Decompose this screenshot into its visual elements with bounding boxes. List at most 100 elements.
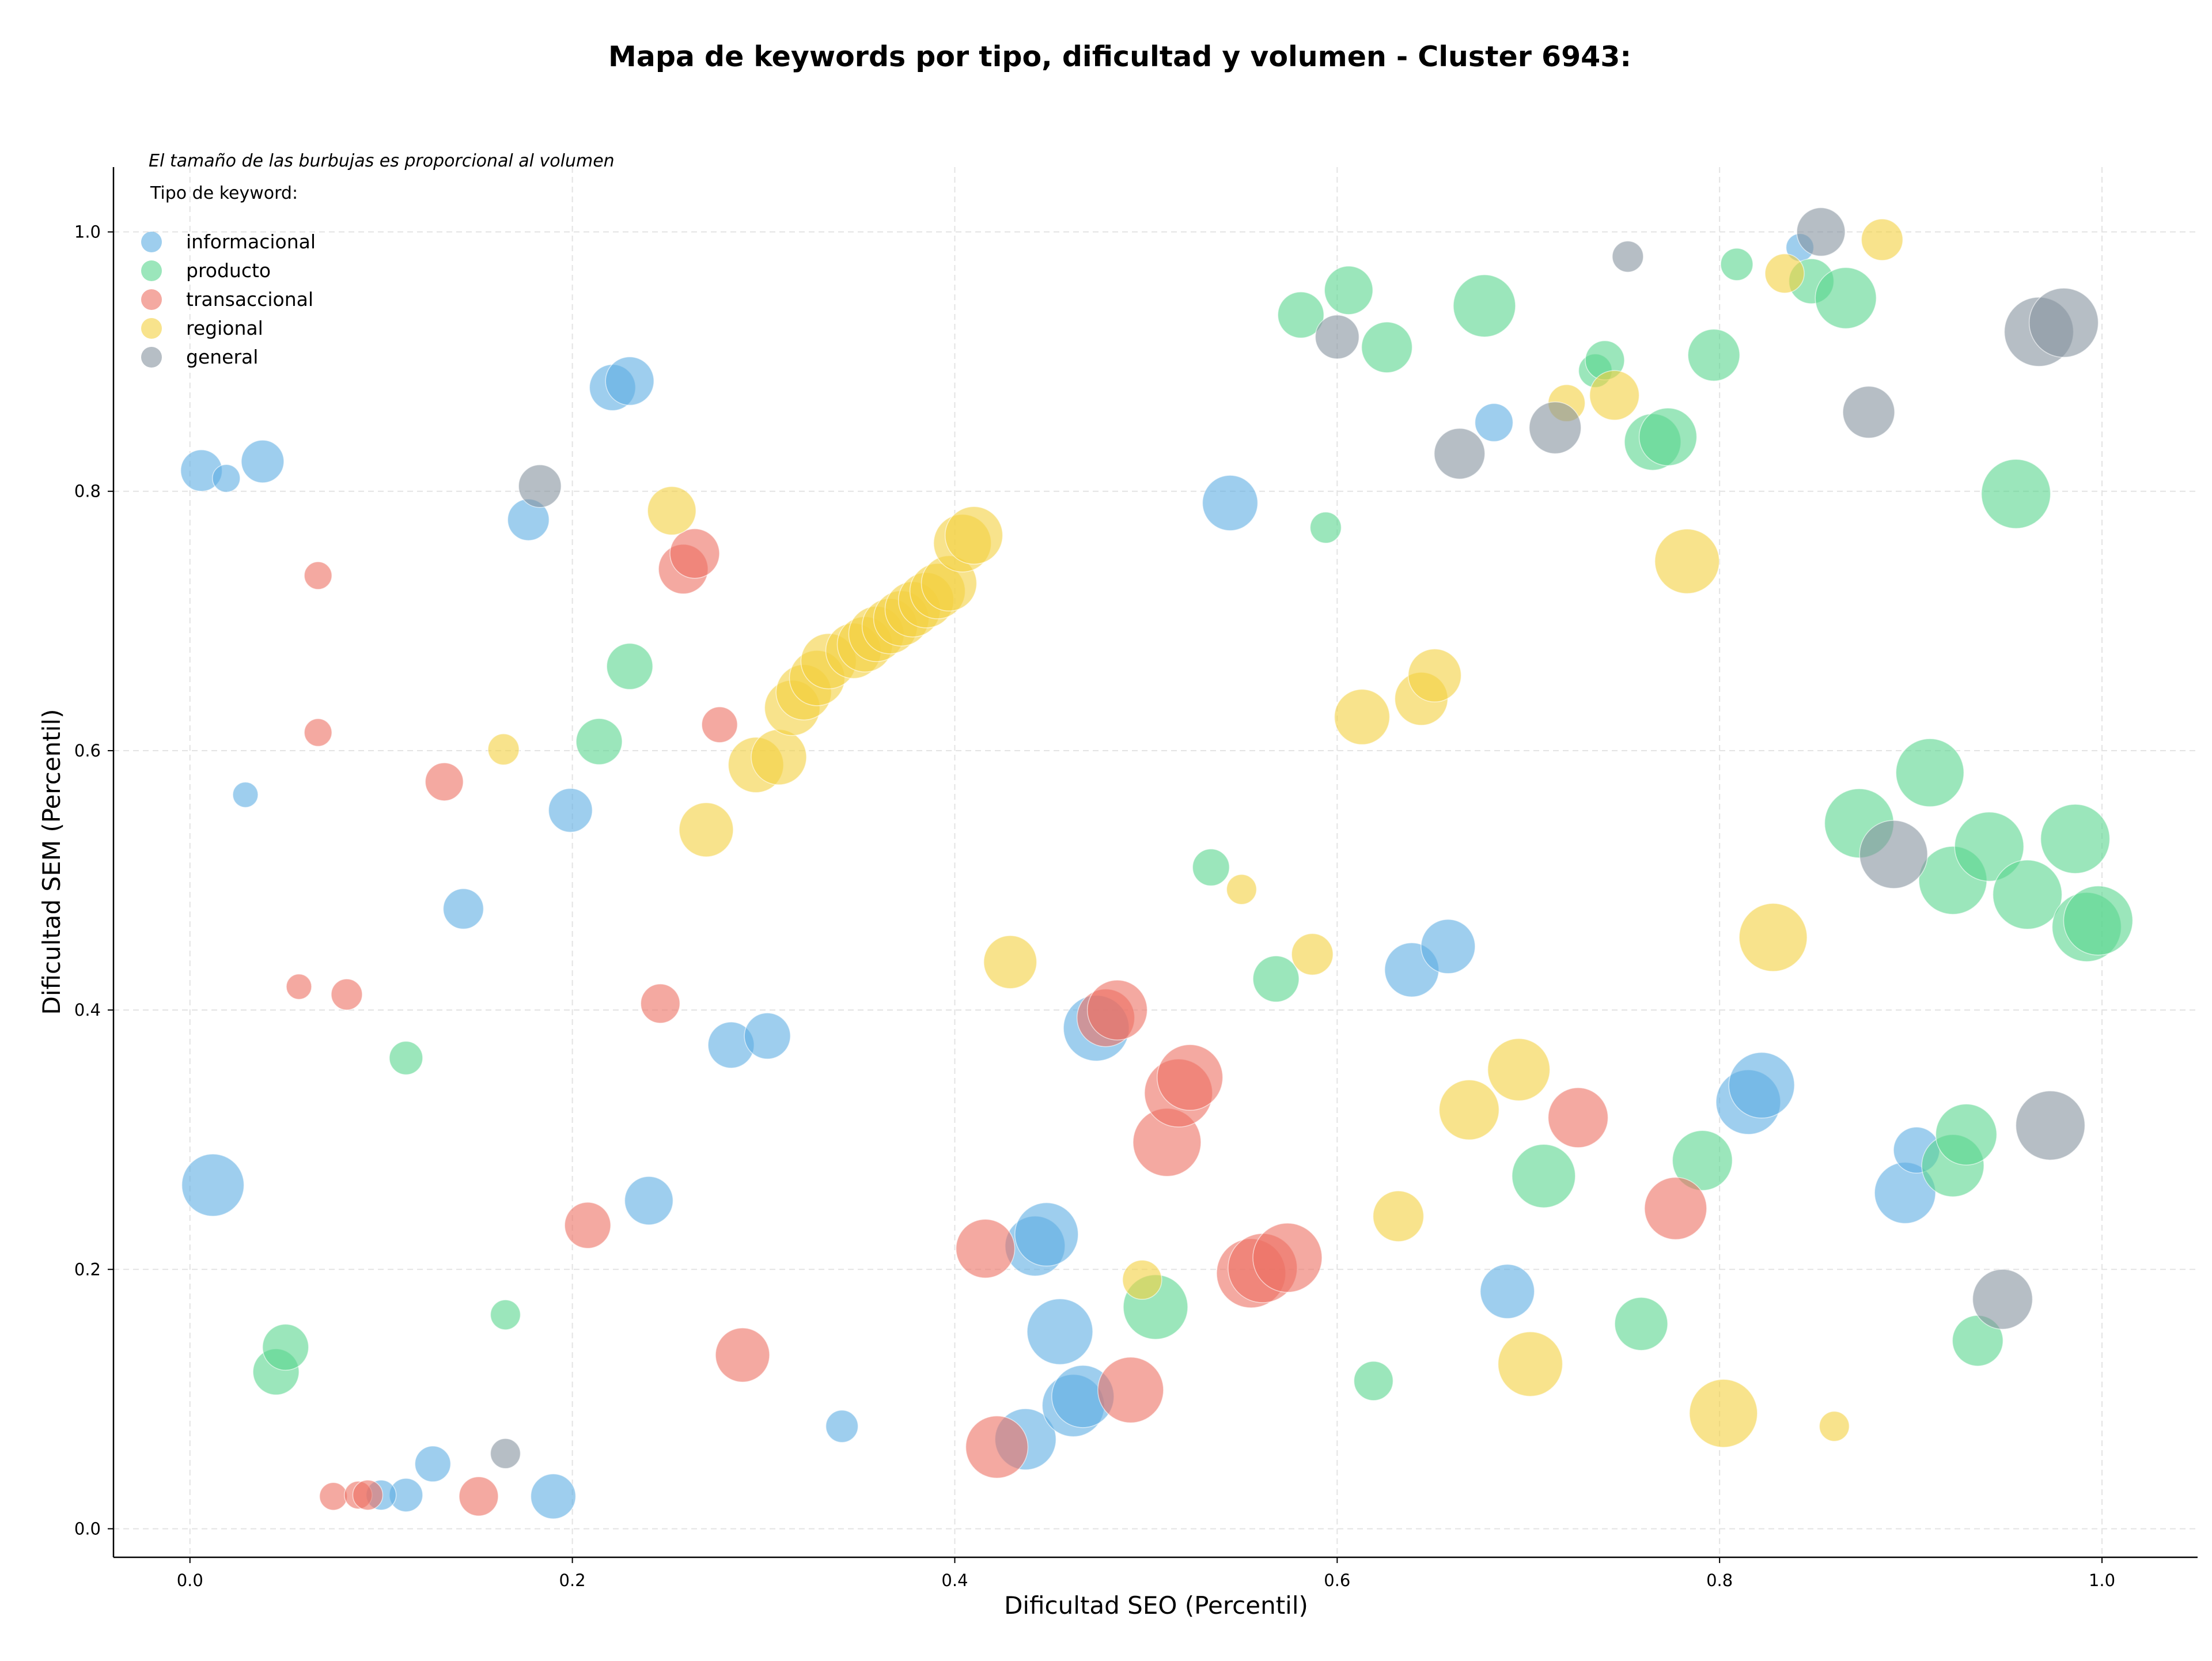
bubble-general — [1315, 315, 1360, 360]
bubble-informacional — [744, 1012, 791, 1060]
bubble-transaccional — [304, 561, 332, 590]
legend-marker-transaccional — [141, 289, 162, 310]
y-tick-label: 0.4 — [74, 1000, 101, 1020]
chart-title: Mapa de keywords por tipo, dificultad y … — [608, 40, 1631, 73]
series-regional — [487, 218, 1904, 1448]
bubble-regional — [1438, 1079, 1500, 1141]
bubble-transaccional — [669, 528, 720, 579]
bubble-general — [1612, 240, 1644, 273]
bubble-size-note: El tamaño de las burbujas es proporciona… — [149, 151, 615, 171]
bubble-regional — [751, 729, 807, 785]
bubble-informacional — [605, 356, 654, 406]
bubble-informacional — [1014, 1202, 1079, 1267]
x-tick-label: 0.4 — [941, 1571, 968, 1590]
bubble-regional — [1738, 903, 1808, 972]
x-axis-label: Dificultad SEO (Percentil) — [1004, 1591, 1308, 1620]
legend-label-informacional: informacional — [186, 230, 316, 253]
x-tick-label: 0.0 — [177, 1571, 203, 1590]
bubble-regional — [1372, 1190, 1425, 1242]
bubble-transaccional — [459, 1476, 499, 1516]
bubble-transaccional — [425, 762, 464, 801]
bubble-informacional — [181, 1153, 245, 1217]
bubble-informacional — [1479, 1263, 1535, 1319]
legend-label-regional: regional — [186, 317, 263, 339]
bubble-informacional — [548, 788, 593, 833]
bubble-producto — [1192, 848, 1230, 887]
y-tick-label: 0.0 — [74, 1519, 101, 1538]
bubble-informacional — [1728, 1051, 1795, 1119]
y-axis-label: Dificultad SEM (Percentil) — [37, 709, 66, 1015]
bubble-producto — [1614, 1297, 1668, 1351]
x-tick-label: 0.2 — [559, 1571, 586, 1590]
bubble-general — [518, 464, 562, 508]
bubble-transaccional — [1086, 979, 1148, 1041]
bubble-transaccional — [1097, 1356, 1164, 1424]
bubble-informacional — [442, 888, 484, 930]
y-tick-label: 0.2 — [74, 1259, 101, 1279]
bubble-general — [1528, 401, 1582, 455]
legend-label-transaccional: transaccional — [186, 288, 313, 311]
bubble-informacional — [414, 1446, 452, 1482]
bubble-informacional — [1474, 403, 1514, 442]
bubble-informacional — [530, 1473, 577, 1519]
bubble-regional — [1122, 1259, 1162, 1300]
bubble-producto — [1720, 248, 1753, 281]
bubble-regional — [1689, 1379, 1758, 1448]
x-tick-label: 0.8 — [1706, 1571, 1733, 1590]
bubble-producto — [1992, 860, 2063, 930]
bubble-transaccional — [715, 1327, 770, 1383]
legend-label-general: general — [186, 346, 258, 368]
bubble-producto — [262, 1323, 309, 1371]
bubble-transaccional — [564, 1202, 611, 1249]
bubble-general — [1859, 820, 1928, 889]
y-tick-label: 0.6 — [74, 741, 101, 760]
bubble-producto — [2040, 804, 2111, 874]
bubble-regional — [1334, 688, 1391, 746]
bubble-producto — [1687, 328, 1740, 382]
bubble-transaccional — [304, 718, 332, 747]
bubble-producto — [1980, 459, 2051, 529]
data-points — [180, 207, 2134, 1519]
bubble-transaccional — [1547, 1087, 1609, 1148]
bubble-regional — [944, 506, 1003, 565]
series-transaccional — [286, 528, 1707, 1516]
bubble-producto — [1361, 321, 1413, 373]
bubble-producto — [1672, 1130, 1733, 1191]
bubble-transaccional — [331, 978, 363, 1011]
bubble-regional — [679, 802, 734, 857]
bubble-regional — [1589, 370, 1640, 421]
y-tick-label: 0.8 — [74, 482, 101, 501]
bubble-regional — [647, 486, 696, 536]
bubble-regional — [983, 935, 1037, 989]
bubble-general — [2028, 287, 2099, 358]
bubble-producto — [575, 718, 623, 765]
bubble-regional — [1764, 253, 1805, 294]
bubble-producto — [1815, 267, 1877, 330]
bubble-general — [490, 1438, 521, 1469]
bubble-informacional — [212, 464, 241, 493]
bubble-transaccional — [955, 1219, 1016, 1279]
bubble-general — [2015, 1090, 2086, 1161]
bubble-informacional — [1202, 475, 1259, 531]
bubble-producto — [1638, 407, 1698, 466]
bubble-regional — [1487, 1038, 1551, 1102]
bubble-producto — [1895, 738, 1965, 807]
bubble-producto — [1453, 274, 1516, 338]
x-tick-label: 0.6 — [1324, 1571, 1350, 1590]
bubble-transaccional — [1156, 1044, 1224, 1111]
y-tick-label: 1.0 — [74, 222, 101, 242]
bubble-general — [1842, 385, 1895, 439]
bubble-informacional — [1421, 919, 1476, 974]
bubble-transaccional — [1252, 1223, 1323, 1293]
axes — [108, 167, 2198, 1563]
bubble-regional — [1497, 1331, 1563, 1397]
bubble-general — [1972, 1269, 2033, 1330]
bubble-regional — [1861, 218, 1904, 261]
legend-marker-producto — [141, 260, 162, 281]
bubble-transaccional — [319, 1482, 348, 1511]
tick-labels: 0.0 0.2 0.4 0.6 0.8 1.0 0.0 0.2 0.4 0.6 0.8 1.0 — [74, 222, 2115, 1590]
bubble-informacional — [241, 440, 285, 483]
bubble-regional — [1291, 933, 1334, 976]
bubble-producto — [1252, 955, 1300, 1002]
